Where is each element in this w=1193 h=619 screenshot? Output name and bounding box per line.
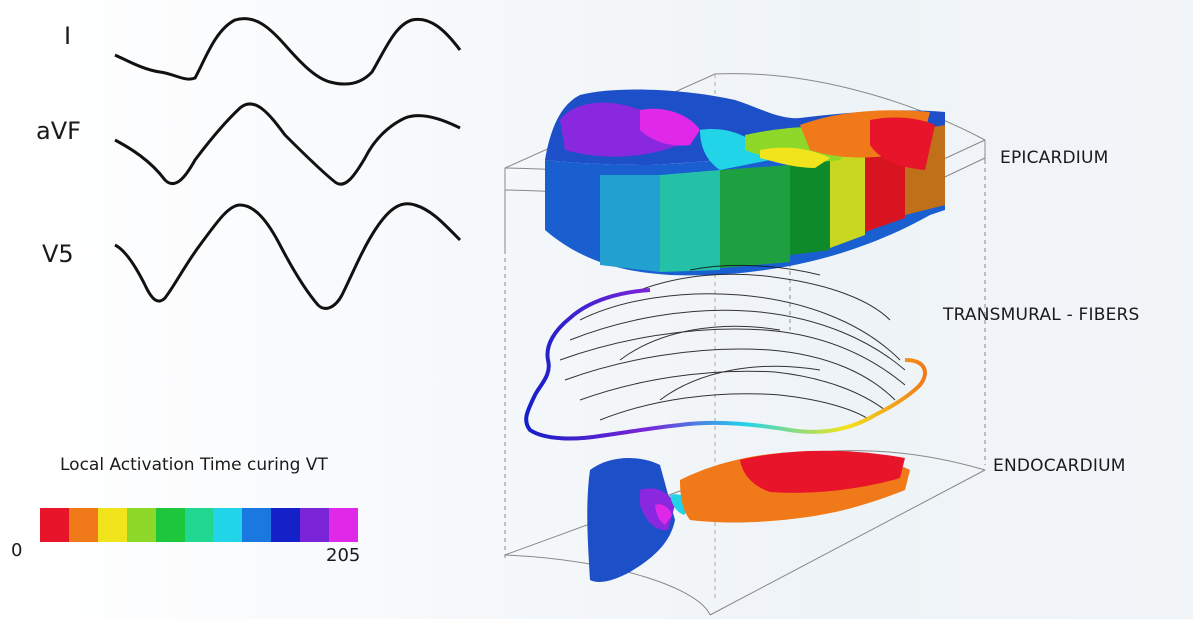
label-endocardium: ENDOCARDIUM [993, 456, 1126, 476]
ecg-lead-v5-trace [114, 202, 462, 310]
color-scale-swatch [40, 508, 69, 542]
color-scale-swatch [126, 508, 156, 542]
label-epicardium: EPICARDIUM [1000, 148, 1109, 168]
color-scale-swatch [329, 508, 358, 542]
transmural-boundary [524, 288, 927, 441]
ecg-lead-i-trace [114, 17, 462, 86]
color-scale-swatch [184, 508, 214, 542]
epicardium-surface [545, 89, 945, 276]
color-scale-swatch [242, 508, 272, 542]
lead-label-i: I [64, 22, 72, 50]
color-scale-title: Local Activation Time curing VT [60, 455, 328, 475]
color-scale-bar [40, 508, 358, 542]
color-scale-swatch [300, 508, 330, 542]
transmural-fibers [559, 264, 906, 421]
ecg-traces [114, 17, 462, 310]
color-scale-swatch [68, 508, 98, 542]
lead-label-v5: V5 [42, 240, 74, 268]
color-scale-swatch [213, 508, 243, 542]
ecg-lead-avf-trace [114, 102, 461, 186]
color-scale-swatch [97, 508, 127, 542]
color-scale-min: 0 [11, 540, 23, 561]
color-scale-max: 205 [326, 545, 361, 566]
endocardium-surface [587, 450, 910, 583]
color-scale-swatch [271, 508, 301, 542]
color-scale-swatch [155, 508, 185, 542]
lead-label-avf: aVF [36, 117, 81, 145]
label-transmural-fibers: TRANSMURAL - FIBERS [943, 305, 1140, 325]
